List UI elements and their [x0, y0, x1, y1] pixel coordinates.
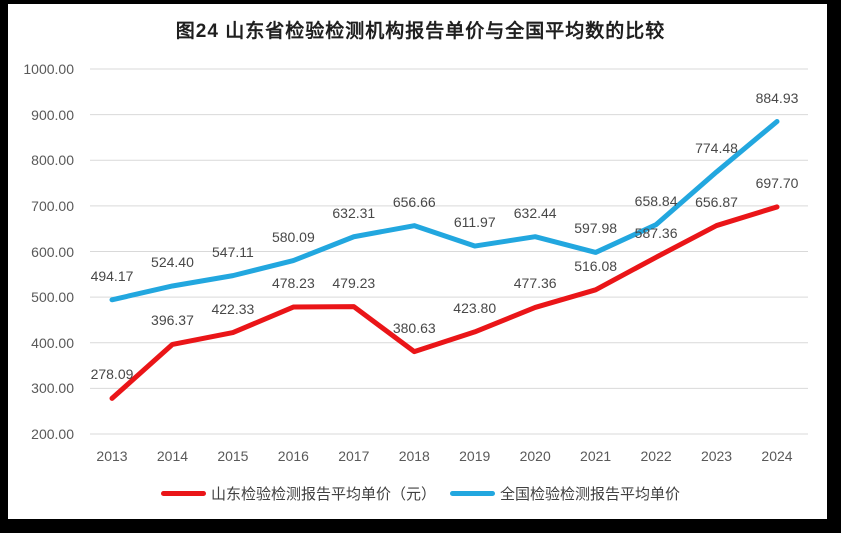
x-tick-label: 2018	[398, 448, 430, 464]
data-label-shandong: 479.23	[332, 274, 376, 291]
legend: 山东检验检测报告平均单价（元） 全国检验检测报告平均单价	[0, 483, 841, 504]
data-label-shandong: 278.09	[90, 366, 134, 383]
y-tick-label: 900.00	[31, 106, 74, 123]
legend-label: 山东检验检测报告平均单价（元）	[210, 486, 436, 503]
x-tick-label: 2020	[519, 448, 551, 464]
data-label-shandong: 423.80	[453, 299, 497, 316]
data-label-national: 632.44	[513, 204, 557, 221]
data-label-national: 494.17	[90, 267, 134, 284]
x-tick-label: 2015	[217, 448, 249, 464]
x-tick-label: 2021	[580, 448, 612, 464]
data-label-national: 658.84	[634, 192, 678, 209]
legend-label: 全国检验检测报告平均单价	[500, 486, 681, 503]
legend-item-shandong: 山东检验检测报告平均单价（元）	[160, 483, 436, 504]
x-tick-label: 2023	[700, 448, 733, 464]
data-label-national: 547.11	[212, 243, 254, 260]
data-label-shandong: 380.63	[392, 319, 436, 336]
legend-line-swatch-shandong	[160, 491, 206, 496]
data-label-national: 611.97	[453, 214, 496, 231]
y-tick-label: 300.00	[31, 380, 74, 397]
y-tick-label: 400.00	[31, 334, 74, 351]
data-label-shandong: 396.37	[151, 312, 194, 329]
x-tick-label: 2013	[96, 448, 128, 464]
series-line-national	[109, 119, 780, 303]
chart-title: 图24 山东省检验检测机构报告单价与全国平均数的比较	[175, 21, 666, 42]
data-label-shandong: 516.08	[574, 257, 618, 274]
data-label-shandong: 587.36	[634, 225, 678, 242]
data-label-shandong: 422.33	[211, 300, 255, 317]
x-tick-label: 2019	[459, 448, 491, 464]
y-tick-label: 500.00	[31, 289, 74, 306]
data-label-national: 597.98	[574, 220, 618, 237]
data-label-national: 884.93	[755, 89, 799, 106]
legend-line-swatch-national	[450, 491, 495, 496]
x-tick-label: 2014	[156, 448, 189, 464]
y-tick-label: 700.00	[31, 197, 74, 214]
data-label-shandong: 478.23	[271, 275, 315, 292]
data-label-shandong: 697.70	[755, 174, 799, 191]
data-label-national: 774.48	[695, 139, 738, 156]
y-tick-label: 200.00	[31, 426, 74, 442]
data-label-shandong: 656.87	[695, 193, 738, 210]
data-label-national: 524.40	[151, 253, 194, 270]
legend-item-national: 全国检验检测报告平均单价	[450, 483, 680, 504]
data-label-national: 656.66	[392, 193, 436, 210]
data-label-national: 580.09	[271, 228, 315, 245]
series-line-shandong	[109, 204, 780, 401]
y-tick-label: 1000.00	[23, 61, 74, 77]
data-label-shandong: 477.36	[513, 275, 557, 292]
x-tick-label: 2017	[338, 448, 370, 464]
chart-surface	[8, 4, 827, 519]
y-tick-label: 600.00	[31, 243, 74, 260]
data-label-national: 632.31	[332, 204, 376, 221]
x-tick-label: 2022	[640, 448, 672, 464]
x-tick-label: 2016	[277, 448, 309, 464]
x-tick-label: 2024	[761, 448, 793, 464]
y-tick-label: 800.00	[31, 152, 74, 169]
